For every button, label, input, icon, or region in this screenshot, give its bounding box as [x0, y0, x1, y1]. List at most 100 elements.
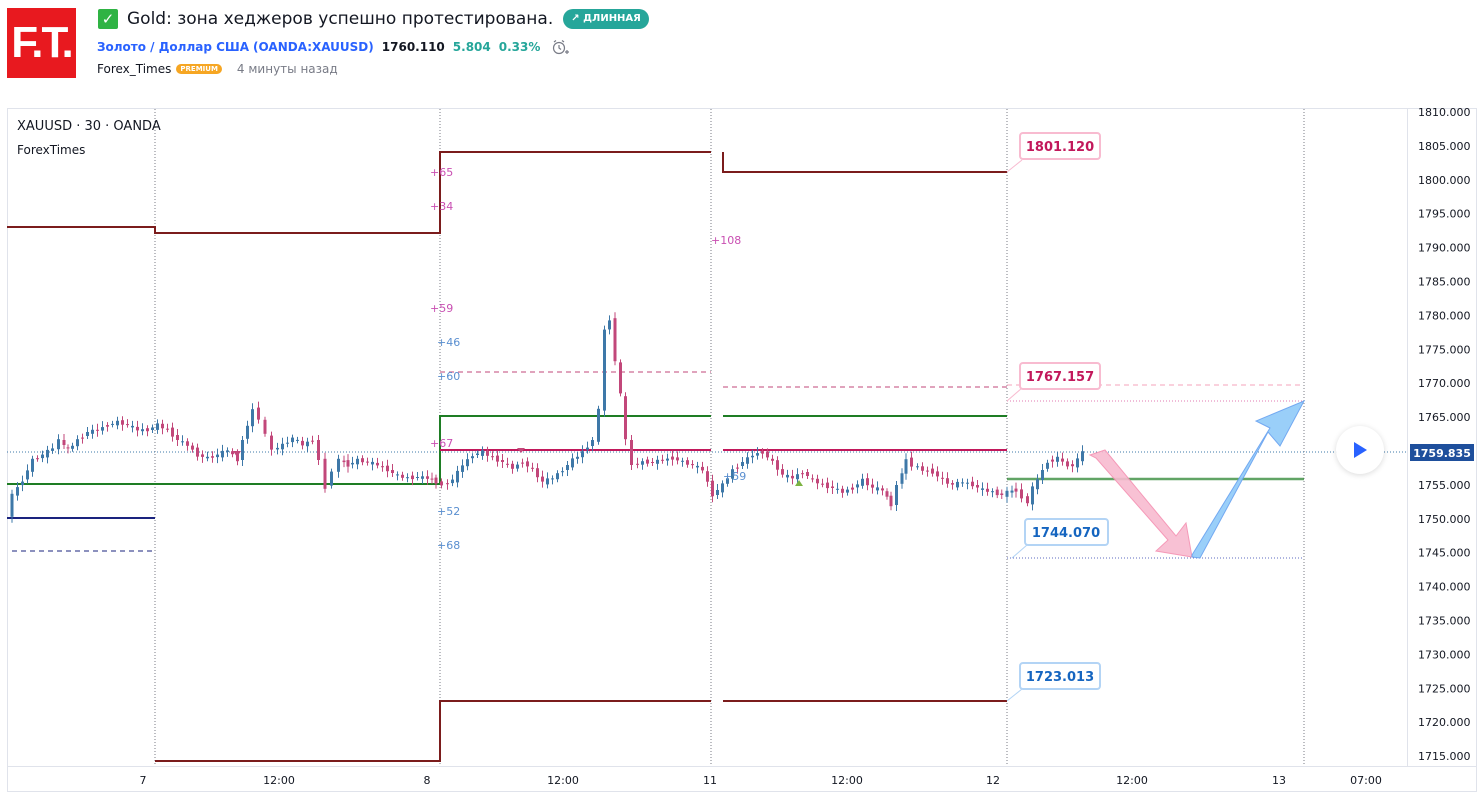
candle-body: [516, 464, 519, 469]
candle-body: [936, 471, 939, 477]
callout-label: 1723.013: [1026, 670, 1094, 685]
check-icon: ✓: [98, 9, 118, 29]
candle-body: [956, 481, 959, 488]
candle-body: [811, 478, 814, 480]
candle-body: [821, 483, 824, 485]
candle-body: [131, 425, 134, 428]
candle-body: [986, 488, 989, 492]
callout-1744[interactable]: 1744.070: [1011, 518, 1109, 559]
candle-body: [426, 476, 429, 479]
alarm-clock-icon[interactable]: [551, 38, 570, 56]
candle-body: [836, 488, 839, 490]
candle-body: [21, 481, 24, 486]
candle-body: [671, 456, 674, 460]
candle-body: [661, 459, 664, 461]
candle-body: [471, 456, 474, 459]
candle-body: [351, 462, 354, 465]
candle-body: [711, 480, 714, 497]
price-tick-label: 1725.000: [1418, 682, 1471, 695]
candle-body: [613, 318, 617, 362]
candle-body: [201, 454, 204, 457]
price-axis[interactable]: 1810.000 1805.000 1800.000 1795.000 1790.000…: [1418, 106, 1471, 763]
candle-body: [156, 423, 159, 430]
buy-marker: [795, 480, 803, 486]
sell-marker: [233, 451, 241, 457]
ft-logo[interactable]: F.T.: [7, 8, 76, 78]
play-button[interactable]: [1336, 426, 1384, 474]
play-icon: [1354, 442, 1367, 458]
candle-body: [1061, 458, 1064, 462]
candle-body: [446, 483, 449, 485]
candle-body: [876, 487, 879, 491]
price-tick-label: 1715.000: [1418, 750, 1471, 763]
price-tick-label: 1730.000: [1418, 648, 1471, 661]
candle-body: [576, 456, 579, 459]
callout-1767[interactable]: 1767.157: [1006, 362, 1101, 402]
candle-body: [81, 437, 84, 439]
logo-text: F.T.: [11, 18, 73, 67]
candle-body: [391, 470, 394, 473]
candle-body: [306, 441, 309, 447]
candle-body: [686, 460, 689, 465]
candle-body: [831, 486, 834, 488]
candle-body: [691, 464, 694, 466]
direction-badge: ↗ ДЛИННАЯ: [563, 9, 649, 29]
candle-body: [366, 461, 369, 463]
symbol-code-link[interactable]: (OANDA:XAUUSD): [253, 40, 374, 54]
candle-body: [476, 453, 479, 455]
candle-body: [421, 476, 424, 479]
callout-1723[interactable]: 1723.013: [1006, 662, 1101, 702]
price-tick-label: 1745.000: [1418, 547, 1471, 560]
price-tick-label: 1785.000: [1418, 276, 1471, 289]
candle-body: [291, 437, 294, 443]
candle-body: [246, 425, 249, 439]
candle-body: [51, 448, 54, 451]
candle-body: [401, 474, 404, 478]
symbol-row: Золото / Доллар США (OANDA:XAUUSD) 1760.…: [97, 38, 570, 56]
candle-body: [786, 474, 789, 478]
candle-body: [416, 477, 419, 478]
candle-body: [376, 462, 379, 466]
candle-body: [111, 423, 114, 425]
candle-body: [311, 440, 314, 442]
candle-body: [101, 427, 104, 431]
candle-body: [976, 485, 979, 488]
price-tick-label: 1740.000: [1418, 581, 1471, 594]
candle-body: [151, 427, 154, 430]
candle-body: [1041, 470, 1044, 480]
symbol-name-link[interactable]: Золото / Доллар США: [97, 40, 250, 54]
candle-body: [971, 481, 974, 487]
candle-body: [86, 432, 89, 436]
candle-body: [270, 435, 273, 450]
candle-body: [736, 467, 739, 469]
candle-body: [656, 459, 659, 464]
candle-body: [776, 460, 779, 470]
candle-body: [756, 453, 759, 456]
candle-body: [381, 466, 384, 468]
price-tick-label: 1755.000: [1418, 479, 1471, 492]
candle-body: [721, 483, 724, 493]
author-name[interactable]: Forex_Times: [97, 62, 172, 76]
candle-body: [206, 456, 209, 459]
candle-body: [71, 445, 74, 449]
price-tick-label: 1795.000: [1418, 208, 1471, 221]
time-axis[interactable]: 7 12:00 8 12:00 11 12:00 12 12:00 13 07:00: [140, 774, 1382, 787]
callout-label: 1744.070: [1032, 526, 1100, 541]
candle-body: [701, 466, 704, 471]
callout-1801[interactable]: 1801.120: [1006, 132, 1101, 173]
time-tick-label: 13: [1272, 774, 1286, 787]
time-tick-label: 11: [703, 774, 717, 787]
candle-body: [136, 426, 139, 431]
candle-body: [176, 435, 179, 440]
chart-area[interactable]: [7, 108, 1477, 792]
last-price: 1760.110: [381, 40, 445, 54]
candle-body: [946, 478, 949, 484]
candle-body: [16, 487, 19, 496]
candle-body: [296, 439, 299, 441]
price-tick-label: 1810.000: [1418, 106, 1471, 119]
candle-body: [1010, 490, 1014, 493]
author-row: Forex_Times PREMIUM 4 минуты назад: [97, 62, 338, 76]
candle-body: [91, 429, 94, 434]
time-tick-label: 12:00: [263, 774, 295, 787]
